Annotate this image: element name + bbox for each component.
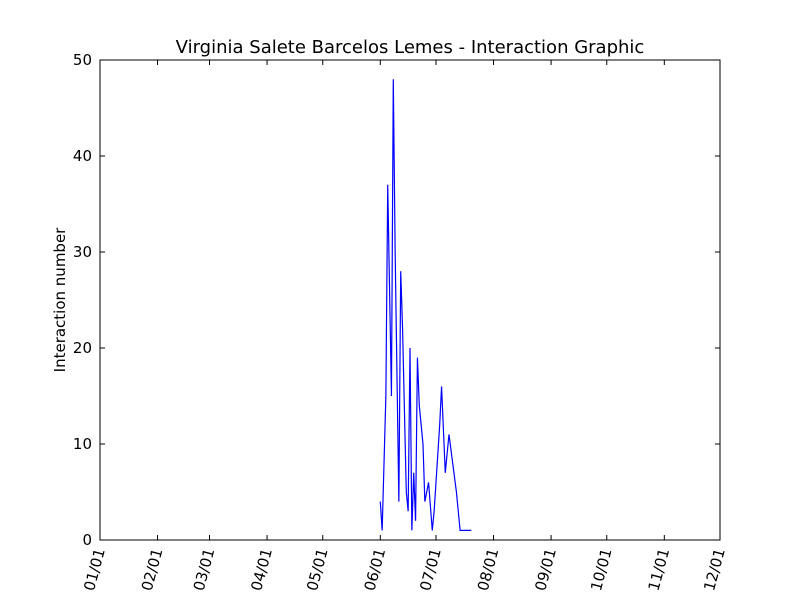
chart-title: Virginia Salete Barcelos Lemes - Interac… [176,37,645,58]
x-tick-label: 11/01 [645,546,674,592]
x-tick-label: 07/01 [416,546,445,592]
x-tick-label: 03/01 [190,546,219,592]
x-tick-label: 10/01 [587,546,616,592]
x-tick-label: 04/01 [247,546,276,592]
y-tick-label: 40 [73,147,92,165]
y-tick-label: 10 [73,435,92,453]
x-tick-label: 01/01 [80,546,109,592]
x-tick-label: 09/01 [531,546,560,592]
x-tick-label: 06/01 [361,546,390,592]
x-tick-label: 02/01 [138,546,167,592]
plot-area: 0 10 20 30 40 50 01/01 02/01 03/01 04/01 05/01 06/0… [73,51,729,593]
series-line [379,79,472,532]
y-tick-label: 20 [73,339,92,357]
x-tick-label: 12/01 [700,546,729,592]
y-tick-label: 0 [82,531,92,549]
x-tick-label: 05/01 [303,546,332,592]
axes-frame [99,59,721,541]
x-tick-label: 08/01 [474,546,503,592]
y-tick-label: 30 [73,243,92,261]
y-tick-label: 50 [73,51,92,69]
y-axis-label: Interaction number [51,227,69,373]
